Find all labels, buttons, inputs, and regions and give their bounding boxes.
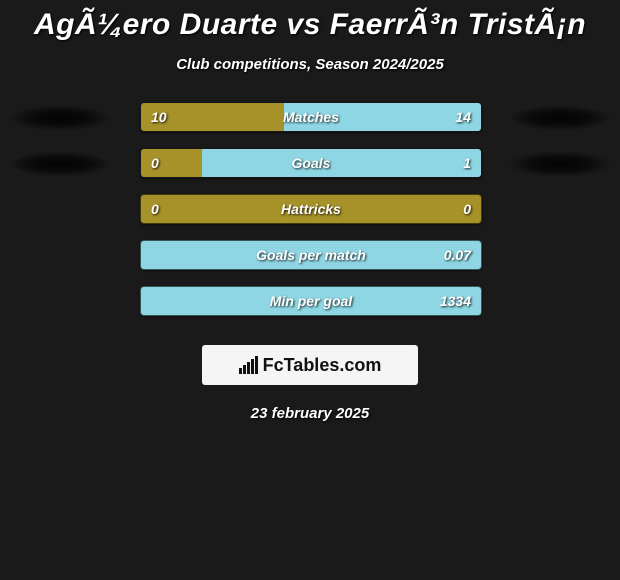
stat-row: Goals per match0.07 — [0, 243, 620, 289]
player-shadow-right — [508, 151, 612, 177]
stat-bar: 0Hattricks0 — [140, 194, 482, 224]
stat-row: 10Matches14 — [0, 105, 620, 151]
brand-box[interactable]: FcTables.com — [202, 345, 418, 385]
stat-bar: Goals per match0.07 — [140, 240, 482, 270]
value-right: 0.07 — [444, 241, 471, 269]
stat-label: Matches — [141, 103, 481, 131]
page-root: AgÃ¼ero Duarte vs FaerrÃ³n TristÃ¡n Club… — [0, 0, 620, 580]
stat-row: 0Hattricks0 — [0, 197, 620, 243]
value-right: 1334 — [440, 287, 471, 315]
stat-bar: Min per goal1334 — [140, 286, 482, 316]
stat-row: Min per goal1334 — [0, 289, 620, 335]
date-text: 23 february 2025 — [0, 405, 620, 422]
value-right: 1 — [463, 149, 471, 177]
brand-text: FcTables.com — [263, 355, 382, 376]
page-subtitle: Club competitions, Season 2024/2025 — [0, 56, 620, 73]
player-shadow-right — [508, 105, 612, 131]
stat-label: Min per goal — [141, 287, 481, 315]
value-right: 14 — [455, 103, 471, 131]
stat-label: Goals per match — [141, 241, 481, 269]
stat-row: 0Goals1 — [0, 151, 620, 197]
player-shadow-left — [8, 151, 112, 177]
stat-label: Goals — [141, 149, 481, 177]
player-shadow-left — [8, 105, 112, 131]
stat-bar: 0Goals1 — [140, 148, 482, 178]
bars-chart-icon — [239, 356, 259, 374]
page-title: AgÃ¼ero Duarte vs FaerrÃ³n TristÃ¡n — [0, 0, 620, 42]
stat-label: Hattricks — [141, 195, 481, 223]
value-right: 0 — [463, 195, 471, 223]
stats-container: 10Matches140Goals10Hattricks0Goals per m… — [0, 105, 620, 335]
stat-bar: 10Matches14 — [140, 102, 482, 132]
